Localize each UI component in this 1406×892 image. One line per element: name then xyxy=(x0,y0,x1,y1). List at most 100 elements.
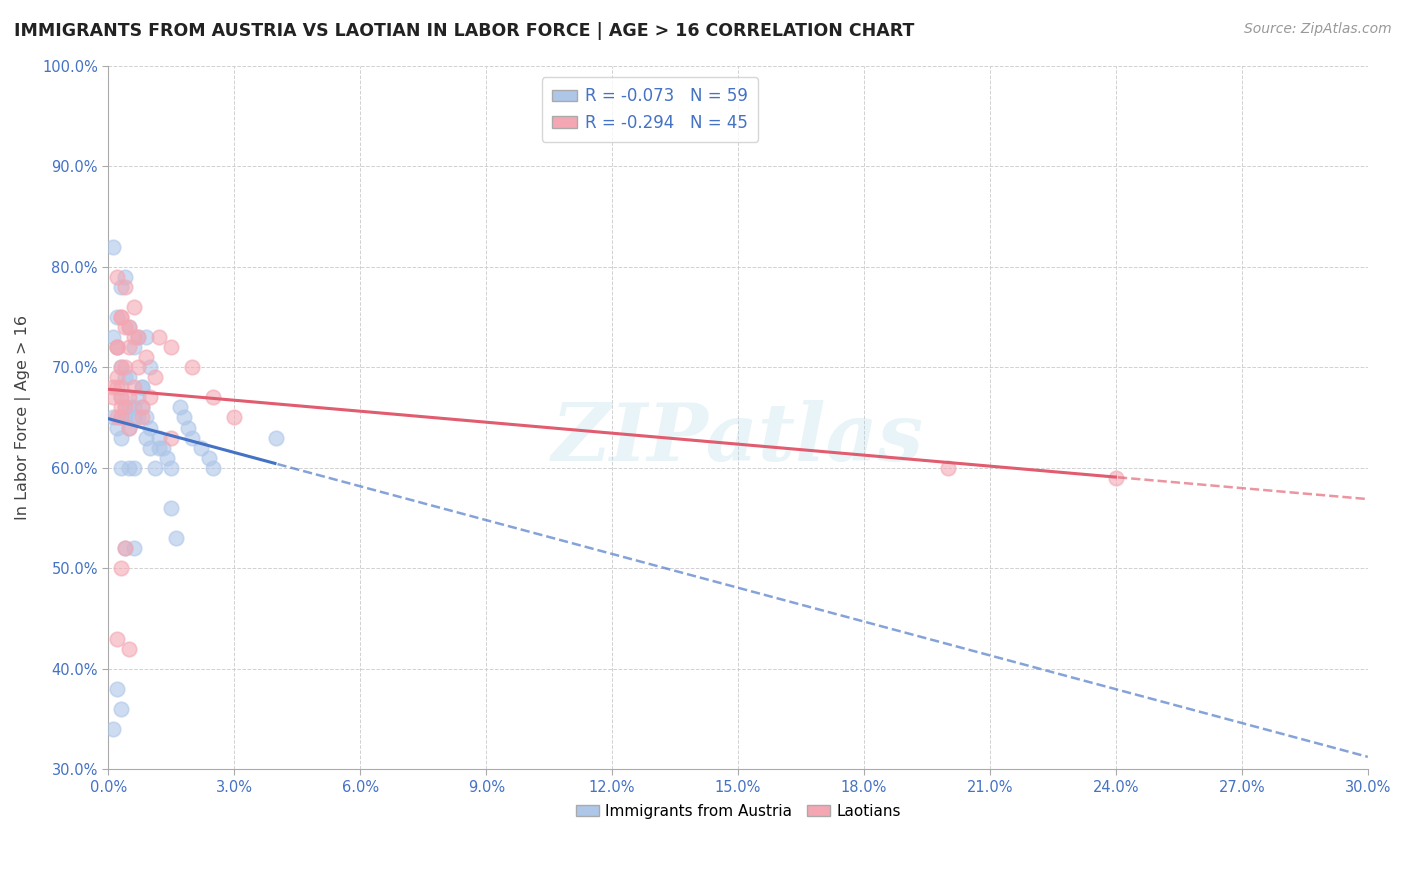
Point xyxy=(143,460,166,475)
Point xyxy=(105,632,128,646)
Point xyxy=(139,441,162,455)
Point xyxy=(110,702,132,716)
Point xyxy=(122,340,145,354)
Point xyxy=(1105,471,1128,485)
Point xyxy=(105,370,128,384)
Point xyxy=(131,401,153,415)
Point xyxy=(101,722,124,736)
Point xyxy=(114,360,136,375)
Point xyxy=(110,310,132,324)
Point xyxy=(122,300,145,314)
Point xyxy=(160,500,183,515)
Point xyxy=(143,370,166,384)
Point xyxy=(114,401,136,415)
Point xyxy=(114,410,136,425)
Point xyxy=(160,460,183,475)
Text: IMMIGRANTS FROM AUSTRIA VS LAOTIAN IN LABOR FORCE | AGE > 16 CORRELATION CHART: IMMIGRANTS FROM AUSTRIA VS LAOTIAN IN LA… xyxy=(14,22,914,40)
Point xyxy=(118,340,141,354)
Point xyxy=(131,380,153,394)
Point xyxy=(110,460,132,475)
Point xyxy=(114,541,136,556)
Point xyxy=(139,360,162,375)
Point xyxy=(118,460,141,475)
Point xyxy=(118,370,141,384)
Point xyxy=(131,380,153,394)
Point xyxy=(105,340,128,354)
Point xyxy=(110,410,132,425)
Point xyxy=(127,360,149,375)
Point xyxy=(101,390,124,404)
Point xyxy=(202,390,225,404)
Point xyxy=(135,330,157,344)
Point xyxy=(131,410,153,425)
Point xyxy=(202,460,225,475)
Point xyxy=(105,681,128,696)
Point xyxy=(148,431,170,445)
Text: Source: ZipAtlas.com: Source: ZipAtlas.com xyxy=(1244,22,1392,37)
Point xyxy=(110,390,132,404)
Point xyxy=(169,401,191,415)
Point xyxy=(110,431,132,445)
Point xyxy=(122,460,145,475)
Point xyxy=(139,390,162,404)
Point xyxy=(135,431,157,445)
Point xyxy=(118,320,141,334)
Point xyxy=(122,401,145,415)
Point xyxy=(160,340,183,354)
Point xyxy=(118,641,141,656)
Point xyxy=(114,370,136,384)
Point xyxy=(110,360,132,375)
Point xyxy=(160,431,183,445)
Point xyxy=(101,410,124,425)
Point xyxy=(105,340,128,354)
Point xyxy=(177,420,200,434)
Point xyxy=(127,330,149,344)
Point xyxy=(105,380,128,394)
Point xyxy=(122,541,145,556)
Point xyxy=(148,441,170,455)
Point xyxy=(936,460,959,475)
Point xyxy=(127,390,149,404)
Point xyxy=(181,360,204,375)
Point xyxy=(110,360,132,375)
Point xyxy=(105,269,128,284)
Point xyxy=(127,410,149,425)
Point xyxy=(173,410,195,425)
Y-axis label: In Labor Force | Age > 16: In Labor Force | Age > 16 xyxy=(15,315,31,520)
Point xyxy=(118,420,141,434)
Point xyxy=(152,441,174,455)
Point xyxy=(110,380,132,394)
Point xyxy=(156,450,179,465)
Point xyxy=(110,401,132,415)
Point xyxy=(122,410,145,425)
Point xyxy=(105,310,128,324)
Point xyxy=(118,390,141,404)
Point xyxy=(110,561,132,575)
Point xyxy=(114,401,136,415)
Point xyxy=(114,410,136,425)
Point xyxy=(101,380,124,394)
Point xyxy=(135,410,157,425)
Point xyxy=(105,410,128,425)
Point xyxy=(135,350,157,364)
Point xyxy=(105,420,128,434)
Point xyxy=(110,310,132,324)
Point xyxy=(118,320,141,334)
Point xyxy=(110,410,132,425)
Point xyxy=(148,330,170,344)
Point xyxy=(114,269,136,284)
Point xyxy=(114,320,136,334)
Point xyxy=(190,441,212,455)
Point xyxy=(122,330,145,344)
Point xyxy=(118,401,141,415)
Point xyxy=(131,401,153,415)
Point xyxy=(114,279,136,293)
Point xyxy=(165,531,187,545)
Point xyxy=(101,239,124,253)
Point xyxy=(139,420,162,434)
Point xyxy=(181,431,204,445)
Point xyxy=(198,450,221,465)
Point xyxy=(105,340,128,354)
Point xyxy=(114,541,136,556)
Point xyxy=(110,279,132,293)
